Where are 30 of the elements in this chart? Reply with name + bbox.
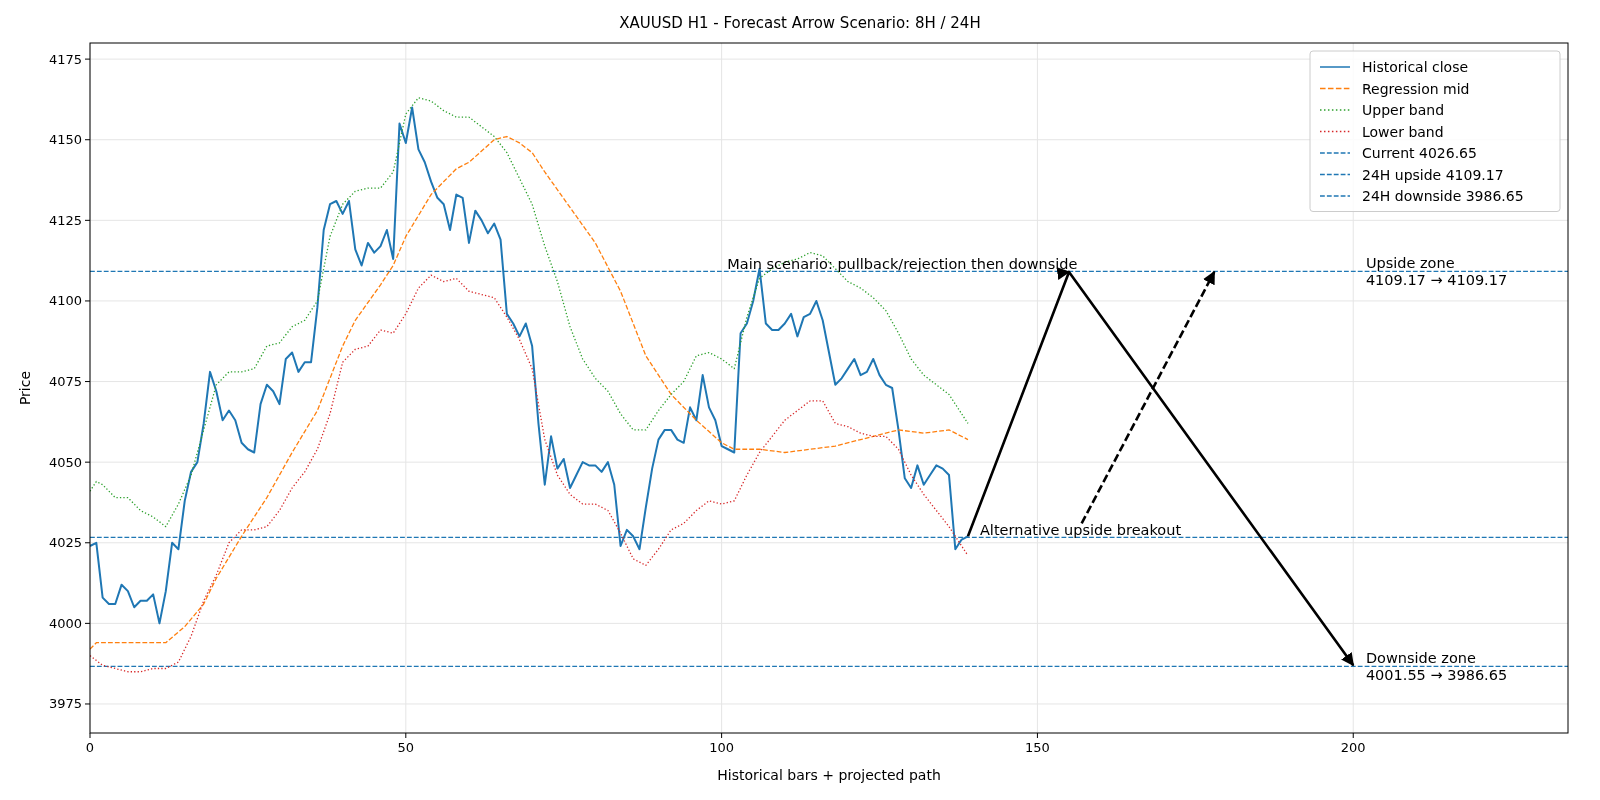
y-tick-label: 4100 — [48, 293, 82, 309]
legend-label: Historical close — [1362, 59, 1469, 75]
line-series — [90, 274, 969, 673]
annotation: Alternative upside breakout — [979, 522, 1182, 539]
y-tick-label: 4125 — [48, 212, 82, 228]
x-tick-label: 150 — [1025, 740, 1050, 755]
x-tick-label: 50 — [397, 740, 415, 755]
y-tick-label: 4075 — [48, 374, 82, 390]
legend-label: 24H downside 3986.65 — [1362, 188, 1524, 204]
x-axis-title: Historical bars + projected path — [717, 767, 941, 783]
y-tick-label: 4175 — [48, 51, 82, 67]
legend-label: Current 4026.65 — [1362, 145, 1477, 161]
y-tick-label: 3975 — [48, 696, 82, 712]
legend-label: Lower band — [1362, 123, 1444, 140]
y-tick-label: 4150 — [48, 132, 82, 148]
annotation: Upside zone 4109.17 → 4109.17 — [1365, 255, 1508, 289]
x-tick-label: 100 — [709, 740, 735, 755]
line-series — [90, 97, 969, 528]
legend-label: Upper band — [1362, 102, 1445, 118]
x-tick-label: 200 — [1340, 740, 1366, 755]
y-tick-label: 4025 — [48, 535, 82, 551]
annotation: Downside zone 4001.55 → 3986.65 — [1365, 650, 1508, 684]
y-tick-label: 4050 — [48, 454, 82, 470]
x-tick-label: 0 — [85, 740, 95, 755]
chart-title: XAUUSD H1 - Forecast Arrow Scenario: 8H / 24H — [619, 14, 981, 32]
legend-label: Regression mid — [1362, 80, 1470, 97]
y-axis-title: Price — [17, 370, 33, 406]
y-tick-label: 4000 — [48, 615, 82, 631]
legend-label: 24H upside 4109.17 — [1362, 166, 1504, 183]
annotation: Main scenario: pullback/rejection then downside — [727, 256, 1078, 273]
